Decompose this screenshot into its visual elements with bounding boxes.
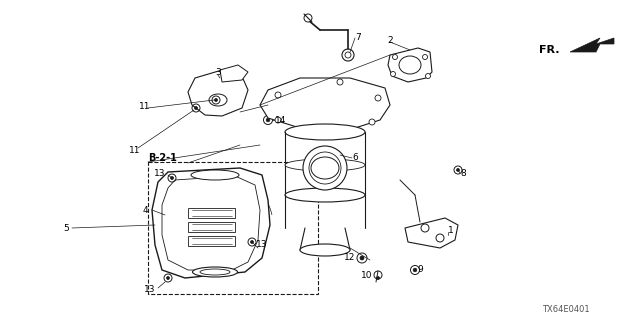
Text: 4: 4	[142, 205, 148, 214]
Polygon shape	[188, 208, 235, 218]
Circle shape	[303, 146, 347, 190]
Ellipse shape	[209, 94, 227, 106]
Text: 13: 13	[143, 285, 155, 294]
Ellipse shape	[285, 188, 365, 202]
Text: 10: 10	[360, 270, 372, 279]
Circle shape	[360, 256, 364, 260]
Polygon shape	[152, 168, 270, 278]
Circle shape	[456, 169, 460, 172]
Text: 1: 1	[448, 226, 454, 235]
Ellipse shape	[300, 244, 350, 256]
Circle shape	[337, 79, 343, 85]
Polygon shape	[188, 236, 235, 246]
Text: FR.: FR.	[540, 45, 560, 55]
Ellipse shape	[285, 124, 365, 140]
Text: 3: 3	[215, 68, 221, 76]
Circle shape	[266, 118, 270, 122]
Circle shape	[170, 177, 173, 180]
Circle shape	[375, 95, 381, 101]
Text: 11: 11	[129, 146, 141, 155]
Polygon shape	[405, 218, 458, 248]
Text: 7: 7	[355, 33, 361, 42]
Text: 6: 6	[352, 153, 358, 162]
Text: 2: 2	[387, 36, 393, 44]
Circle shape	[422, 54, 428, 60]
Ellipse shape	[191, 170, 239, 180]
Circle shape	[374, 271, 382, 279]
Circle shape	[250, 241, 253, 244]
Polygon shape	[188, 70, 248, 116]
Text: 9: 9	[417, 266, 423, 275]
Circle shape	[275, 117, 281, 123]
Circle shape	[275, 92, 281, 98]
Ellipse shape	[285, 159, 365, 171]
Circle shape	[369, 119, 375, 125]
Polygon shape	[162, 176, 260, 270]
Polygon shape	[220, 65, 248, 82]
Circle shape	[345, 52, 351, 58]
Ellipse shape	[193, 267, 237, 277]
Text: 14: 14	[275, 116, 287, 124]
Text: 5: 5	[63, 223, 69, 233]
Text: TX64E0401: TX64E0401	[542, 306, 590, 315]
Polygon shape	[570, 38, 614, 52]
Circle shape	[413, 268, 417, 272]
Ellipse shape	[200, 269, 230, 275]
Bar	[148, 162, 318, 294]
Circle shape	[214, 99, 218, 101]
Text: 8: 8	[460, 169, 466, 178]
Circle shape	[376, 276, 380, 279]
Circle shape	[426, 74, 431, 78]
Polygon shape	[188, 222, 235, 232]
Circle shape	[309, 152, 341, 184]
Circle shape	[390, 71, 396, 76]
Polygon shape	[388, 48, 432, 82]
Circle shape	[166, 276, 170, 279]
Circle shape	[304, 14, 312, 22]
Circle shape	[421, 224, 429, 232]
Text: 13: 13	[154, 169, 165, 178]
Polygon shape	[260, 78, 390, 128]
Circle shape	[436, 234, 444, 242]
Text: 11: 11	[140, 101, 151, 110]
Circle shape	[342, 49, 354, 61]
Text: 12: 12	[344, 253, 355, 262]
Text: B-2-1: B-2-1	[148, 153, 177, 163]
Circle shape	[195, 107, 198, 109]
Text: 13: 13	[256, 239, 268, 249]
Circle shape	[392, 54, 397, 60]
